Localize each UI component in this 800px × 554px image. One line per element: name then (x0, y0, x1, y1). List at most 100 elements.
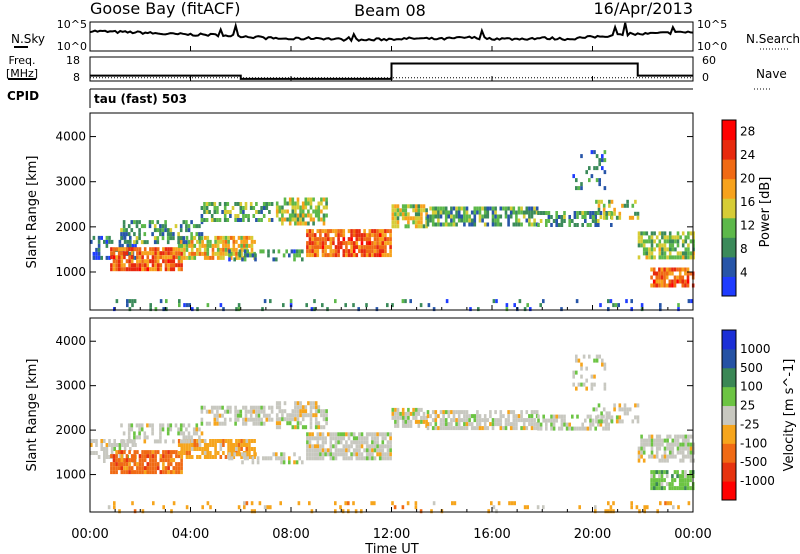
power-cell (595, 166, 599, 171)
power-cell (308, 229, 312, 234)
power-cell (165, 299, 168, 304)
power-cell (332, 253, 335, 258)
velocity-cell (666, 434, 669, 439)
velocity-cell (590, 382, 594, 387)
velocity-cell (425, 423, 428, 428)
power-cells-group (90, 150, 695, 312)
velocity-cell (241, 452, 244, 457)
power-cell (452, 206, 456, 211)
velocity-cell (319, 436, 322, 441)
power-colorbar-swatch (722, 198, 736, 219)
velocity-cell (679, 442, 682, 447)
velocity-cell (473, 426, 477, 431)
velocity-cell (384, 444, 387, 449)
power-cell (563, 215, 566, 219)
velocity-cell (522, 422, 526, 427)
power-cell (505, 307, 509, 312)
velocity-colorbar-swatch (722, 367, 736, 388)
velocity-cell (248, 439, 251, 443)
velocity-cell (239, 413, 243, 418)
velocity-cell (235, 443, 238, 447)
velocity-cell (222, 439, 225, 443)
power-cell (676, 235, 680, 240)
power-cell (130, 247, 134, 252)
velocity-cell (275, 452, 278, 457)
power-cell (162, 259, 165, 264)
power-cell (240, 247, 243, 252)
power-cell (610, 199, 614, 204)
velocity-cell (589, 422, 592, 427)
power-cell (555, 219, 558, 223)
power-cell (129, 239, 132, 244)
power-cell (110, 251, 113, 256)
velocity-cell (420, 407, 423, 412)
power-cell (575, 178, 578, 183)
power-cell (295, 249, 299, 254)
power-cell (679, 235, 682, 240)
power-cell (129, 251, 132, 256)
velocity-cell (373, 456, 377, 461)
velocity-cell (229, 447, 233, 451)
power-cell (275, 201, 279, 206)
power-cell (216, 247, 220, 252)
power-cell (444, 218, 448, 223)
power-cell (533, 206, 536, 211)
velocity-cell (164, 454, 168, 459)
power-cell (365, 303, 368, 308)
velocity-cell (236, 409, 240, 414)
velocity-cell (169, 423, 173, 428)
power-cell (281, 221, 284, 226)
power-cell (580, 154, 583, 159)
velocity-cell (355, 452, 359, 457)
velocity-cell (582, 382, 586, 387)
velocity-cell (571, 414, 574, 419)
velocity-cell (164, 450, 168, 455)
power-cell (665, 271, 669, 276)
power-cell (148, 224, 152, 229)
velocity-cell (180, 470, 183, 475)
power-cell (244, 202, 248, 206)
power-cell (238, 249, 242, 254)
power-cell (384, 253, 387, 258)
power-cell (270, 218, 274, 222)
power-cell (617, 303, 620, 308)
velocity-cell (666, 442, 669, 447)
velocity-cell (470, 426, 474, 431)
velocity-cell (689, 434, 693, 439)
velocity-cell (167, 458, 170, 463)
velocity-cell (645, 438, 649, 443)
power-cell (177, 263, 181, 268)
power-cell (129, 243, 132, 248)
velocity-cell (394, 407, 397, 412)
velocity-cell (376, 440, 379, 445)
power-cell (663, 267, 666, 272)
velocity-cell (522, 426, 526, 431)
power-cell (138, 232, 141, 237)
velocity-cell (586, 426, 590, 431)
power-cell (162, 307, 165, 312)
velocity-cell (314, 425, 318, 430)
velocity-cell (681, 442, 685, 447)
power-cell (602, 215, 606, 220)
velocity-cell (175, 470, 178, 475)
power-cell (375, 307, 379, 312)
velocity-cell (216, 409, 219, 414)
power-cell (296, 217, 300, 222)
power-cell (539, 303, 542, 308)
velocity-cell (487, 509, 490, 514)
velocity-cell (674, 454, 677, 459)
velocity-cell (401, 423, 405, 428)
power-cell (307, 201, 310, 206)
power-cell (312, 221, 315, 226)
power-cell (159, 228, 162, 233)
power-cell (389, 237, 392, 242)
power-cell (304, 197, 308, 202)
power-cell (162, 251, 165, 256)
velocity-cell (592, 407, 596, 412)
velocity-cell (655, 478, 659, 483)
velocity-cell (473, 414, 477, 419)
power-cell (660, 283, 664, 288)
velocity-cell (190, 447, 194, 451)
power-cell (229, 214, 232, 218)
power-cell (352, 245, 356, 250)
